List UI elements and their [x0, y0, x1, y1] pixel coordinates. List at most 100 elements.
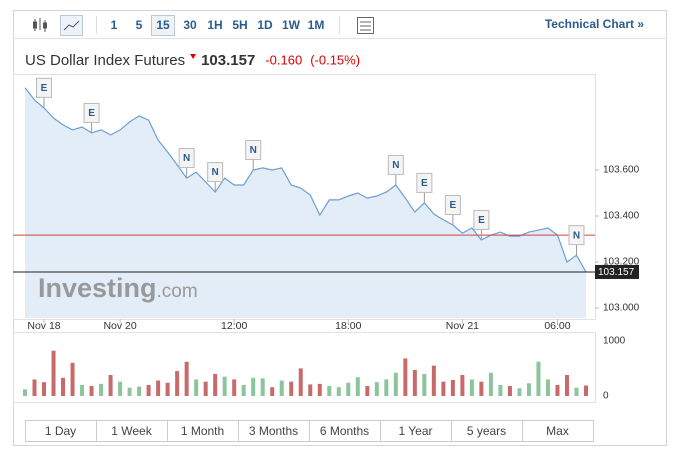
volume-bar [317, 383, 322, 396]
event-flag[interactable] [36, 77, 53, 98]
line-icon[interactable] [60, 15, 83, 36]
volume-bar [270, 387, 275, 396]
volume-bar [564, 375, 569, 396]
volume-bar [308, 384, 313, 396]
volume-bar [384, 379, 389, 396]
volume-bar [51, 350, 56, 396]
volume-bar [469, 379, 474, 396]
interval[interactable]: 1H [207, 18, 222, 32]
event-flag[interactable] [387, 154, 404, 175]
volume-bar [127, 387, 132, 396]
interval[interactable]: 30 [183, 18, 197, 32]
volume-bar [232, 379, 237, 396]
volume-bar [23, 389, 27, 396]
event-flag-label: N [183, 153, 190, 164]
interval[interactable]: 5 [136, 18, 143, 32]
plot: 103.000 103.200 103.400 103.600 Nov 18 Nov 20… [13, 74, 640, 403]
volume-bar [289, 381, 294, 396]
change-pct: (-0.15%) [310, 52, 360, 67]
range-button[interactable] [522, 420, 594, 442]
volume-bar [222, 376, 227, 396]
volume-bar [42, 382, 47, 396]
candle-icon[interactable] [33, 18, 47, 32]
volume-bar [99, 383, 104, 396]
volume-bar [194, 379, 199, 396]
event-flag-label: N [392, 160, 399, 171]
volume-bar [498, 384, 503, 396]
watermark-suffix: .com [157, 281, 198, 302]
event-flag-label: E [450, 200, 457, 211]
volume-tick-label: 0 [603, 391, 609, 402]
range-label: 3 Months [249, 424, 298, 438]
range-label: 1 Month [181, 424, 224, 438]
volume-bar [507, 386, 512, 396]
volume-bar [175, 371, 180, 396]
event-flag[interactable] [245, 139, 262, 160]
volume-bar [298, 368, 303, 396]
x-tick-label: 06:00 [544, 320, 570, 332]
volume-bar [108, 375, 113, 396]
volume-bar [156, 380, 161, 396]
price-area [25, 87, 586, 318]
volume-bar [346, 382, 351, 396]
volume-bar [479, 381, 484, 396]
x-tick-label: Nov 20 [103, 320, 136, 332]
technical-chart-link[interactable]: Technical Chart » [545, 17, 644, 31]
volume-bar [365, 386, 370, 396]
change: -0.160 [265, 52, 302, 67]
volume-bar [431, 365, 436, 396]
volume-bar [279, 380, 284, 396]
volume-bar [213, 373, 218, 396]
last-price-tag-label: 103.157 [598, 267, 635, 278]
volume-bar [526, 383, 531, 396]
event-flag[interactable] [178, 148, 195, 169]
volume-bar [251, 377, 256, 396]
plot-border [13, 74, 596, 320]
interval[interactable]: 5H [232, 18, 247, 32]
interval-active [151, 15, 175, 36]
interval[interactable]: 1W [282, 18, 301, 32]
event-flag-label: E [478, 215, 485, 226]
y-tick-label: 103.000 [603, 303, 640, 314]
x-tick-label: 12:00 [221, 320, 247, 332]
line-icon-glyph [63, 20, 80, 31]
volume-bar [441, 381, 446, 396]
volume-bar [146, 384, 151, 396]
interval[interactable]: 15 [156, 18, 170, 32]
interval[interactable]: 1M [308, 18, 325, 32]
volume-bar [460, 375, 465, 396]
event-flag-label: E [88, 108, 95, 119]
volume-bar [574, 387, 579, 396]
x-tick-label: Nov 21 [446, 320, 479, 332]
interval[interactable]: 1 [111, 18, 118, 32]
volume-bar [536, 361, 541, 396]
event-flag[interactable] [416, 172, 433, 193]
down-arrow [190, 54, 197, 59]
range-label: Max [546, 424, 569, 438]
event-flag[interactable] [207, 162, 224, 183]
event-flag[interactable] [473, 209, 490, 230]
event-flag-label: N [212, 167, 219, 178]
event-flag[interactable] [568, 225, 585, 246]
last-price-tag [595, 264, 639, 279]
event-flag-label: N [573, 230, 580, 241]
volume-bar [260, 378, 265, 396]
event-flag-label: E [41, 83, 48, 94]
event-flag-label: E [421, 178, 428, 189]
table-icon[interactable] [357, 17, 374, 34]
interval[interactable]: 1D [257, 18, 273, 32]
volume-bar [488, 372, 493, 396]
volume-bar [450, 379, 455, 396]
event-flag[interactable] [83, 102, 100, 123]
last-price: 103.157 [201, 52, 255, 69]
volume-bar [374, 382, 379, 396]
volume-bar [80, 384, 85, 396]
y-tick-label: 103.400 [603, 211, 640, 222]
volume-bar [241, 384, 246, 396]
volume-tick-label: 1000 [603, 335, 626, 346]
volume-bar [327, 386, 332, 396]
range-label: 5 years [467, 424, 506, 438]
event-flag[interactable] [444, 195, 461, 216]
